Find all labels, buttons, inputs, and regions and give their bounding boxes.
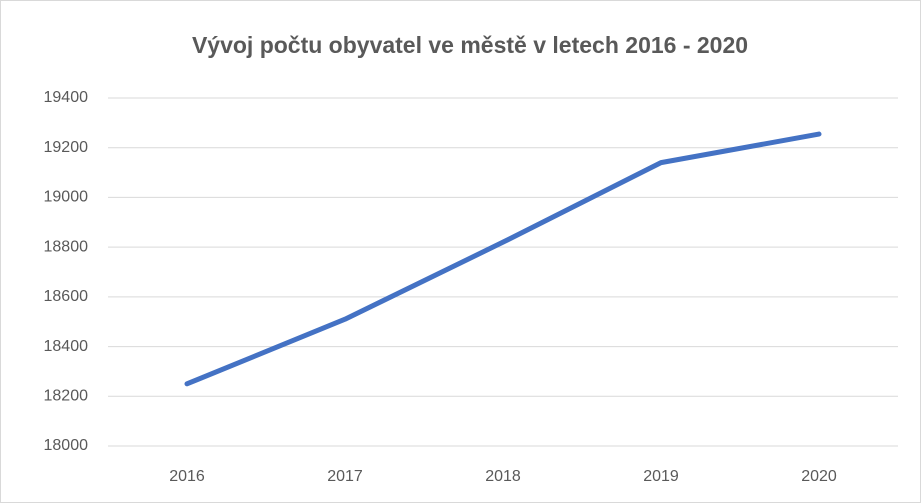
y-tick-label: 19000	[44, 189, 89, 206]
y-tick-label: 18400	[44, 338, 89, 355]
x-tick-label: 2018	[485, 468, 521, 485]
x-tick-label: 2017	[327, 468, 363, 485]
y-tick-label: 18200	[44, 388, 89, 405]
x-tick-label: 2020	[801, 468, 837, 485]
chart-title: Vývoj počtu obyvatel ve městě v letech 2…	[192, 32, 748, 58]
y-tick-label: 19200	[44, 139, 89, 156]
line-series	[184, 131, 822, 387]
y-tick-label: 18800	[44, 238, 89, 255]
y-tick-label: 18600	[44, 288, 89, 305]
x-tick-label: 2016	[169, 468, 205, 485]
x-tick-label: 2019	[643, 468, 679, 485]
y-tick-label: 18000	[44, 437, 89, 454]
y-tick-label: 19400	[44, 89, 89, 106]
